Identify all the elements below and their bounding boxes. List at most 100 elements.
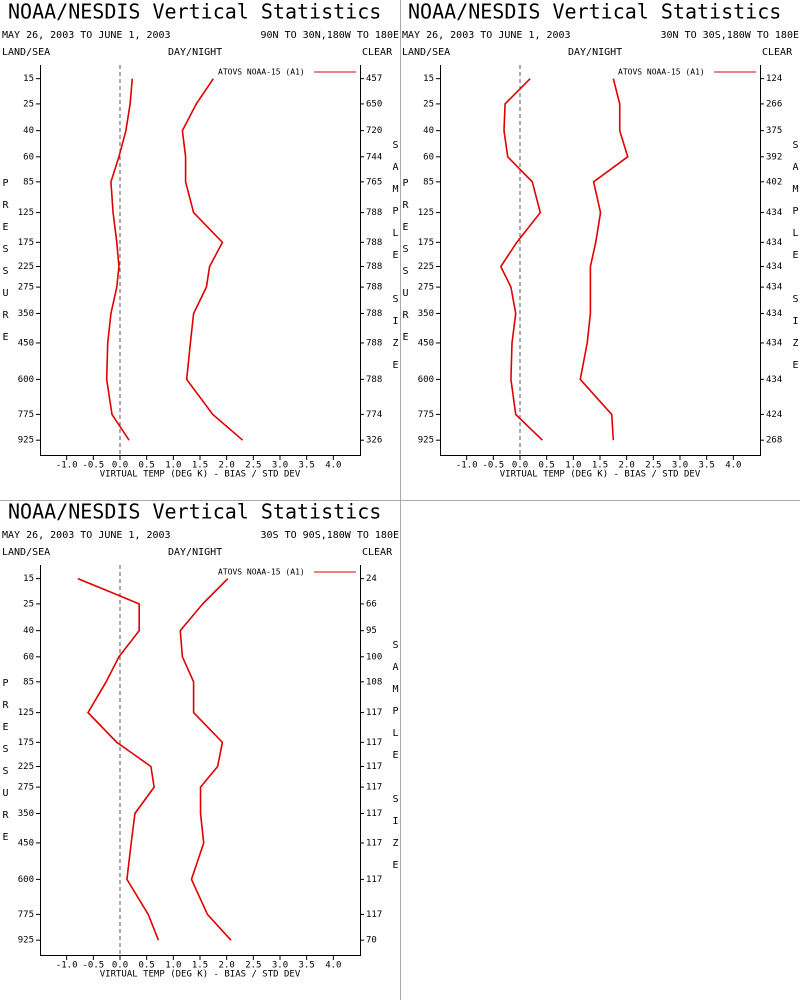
y-tick-label: 60 [23,652,34,662]
y-tick-label: 925 [18,936,34,946]
y-tick-label: 15 [23,74,34,84]
x-tick-label: 3.0 [672,461,688,471]
x-tick-label: -1.0 [56,961,78,971]
sample-size-label: 117 [366,910,382,920]
y-tick-label: 600 [18,375,34,385]
y-tick-label: 350 [18,809,34,819]
chart-subtitle: MAY 26, 2003 TO JUNE 1, 2003 [2,30,171,41]
y-tick-label: 275 [18,283,34,293]
x-tick-label: 0.5 [139,961,155,971]
y-tick-label: 600 [418,375,434,385]
y-tick-label: 175 [18,738,34,748]
sample-size-label: 124 [766,74,782,84]
y-tick-label: 125 [18,708,34,718]
x-tick-label: 4.0 [325,961,341,971]
sample-size-label: 100 [366,652,382,662]
y-tick-label: 15 [423,74,434,84]
chart-title: NOAA/NESDIS Vertical Statistics [408,0,781,24]
y-tick-label: 125 [18,208,34,218]
panel: NOAA/NESDIS Vertical Statistics MAY 26, 2… [400,0,800,480]
sample-size-label: 117 [366,809,382,819]
sample-size-label: 117 [366,875,382,885]
panel: NOAA/NESDIS Vertical Statistics MAY 26, 2… [0,500,401,980]
x-tick-label: 2.0 [619,461,635,471]
land-sea-label: LAND/SEA [402,47,450,58]
x-tick-label: 0.0 [512,461,528,471]
series-line [181,78,244,441]
y-tick-label: 85 [23,177,34,187]
x-tick-label: -0.5 [482,461,504,471]
sample-size-label: 744 [366,152,382,162]
y-tick-label: 85 [423,177,434,187]
y-tick-label: 25 [23,599,34,609]
y2-axis-label: SAMPLE SIZE [390,140,401,382]
x-tick-label: 0.0 [112,961,128,971]
x-tick-label: 2.5 [645,461,661,471]
x-tick-label: 0.5 [539,461,555,471]
x-tick-label: 4.0 [325,461,341,471]
y-tick-label: 225 [18,262,34,272]
sample-size-label: 434 [766,238,782,248]
sample-size-label: 70 [366,936,377,946]
series-line [579,78,629,441]
y-axis-label: PRESSURE [400,178,411,354]
y-tick-label: 15 [23,574,34,584]
series-line [499,78,543,441]
sample-size-label: 326 [366,436,382,446]
y-tick-label: 25 [23,99,34,109]
chart-title: NOAA/NESDIS Vertical Statistics [8,500,381,524]
sample-size-label: 774 [366,410,382,420]
sample-size-label: 24 [366,574,377,584]
y-tick-label: 60 [23,152,34,162]
y-tick-label: 775 [18,410,34,420]
sample-size-label: 434 [766,208,782,218]
x-tick-label: 2.5 [245,461,261,471]
y-tick-label: 40 [23,126,34,136]
y-tick-label: 40 [23,626,34,636]
legend-label: ATOVS NOAA-15 (A1) [618,68,705,77]
y-tick-label: 775 [418,410,434,420]
sample-size-label: 434 [766,283,782,293]
x-tick-label: 0.5 [139,461,155,471]
x-tick-label: 2.5 [245,961,261,971]
sample-size-label: 117 [366,738,382,748]
x-tick-label: -0.5 [82,961,104,971]
x-tick-label: 3.0 [272,961,288,971]
sample-size-label: 117 [366,783,382,793]
day-night-label: DAY/NIGHT [168,547,222,558]
x-tick-label: -1.0 [456,461,478,471]
sample-size-label: 788 [366,309,382,319]
day-night-label: DAY/NIGHT [568,47,622,58]
x-tick-label: -1.0 [56,461,78,471]
sample-size-label: 434 [766,309,782,319]
x-tick-label: 1.0 [165,461,181,471]
y-tick-label: 85 [23,677,34,687]
y-tick-label: 450 [18,838,34,848]
y-tick-label: 175 [418,238,434,248]
x-tick-label: 2.0 [219,961,235,971]
x-axis-label: VIRTUAL TEMP (DEG K) - BIAS / STD DEV [100,470,301,480]
sample-size-label: 117 [366,762,382,772]
x-tick-label: 3.5 [699,461,715,471]
legend-label: ATOVS NOAA-15 (A1) [218,568,305,577]
region-label: 90N TO 30N,180W TO 180E [261,30,399,41]
x-tick-label: -0.5 [82,461,104,471]
y-tick-label: 40 [423,126,434,136]
sample-size-label: 434 [766,262,782,272]
chart-subtitle: MAY 26, 2003 TO JUNE 1, 2003 [402,30,571,41]
panel: NOAA/NESDIS Vertical Statistics MAY 26, 2… [0,0,401,480]
y-tick-label: 25 [423,99,434,109]
y-tick-label: 125 [418,208,434,218]
y-tick-label: 175 [18,238,34,248]
region-label: 30S TO 90S,180W TO 180E [261,530,399,541]
day-night-label: DAY/NIGHT [168,47,222,58]
sample-size-label: 434 [766,375,782,385]
x-tick-label: 3.0 [272,461,288,471]
x-tick-label: 3.5 [299,461,315,471]
y-tick-label: 600 [18,875,34,885]
clear-label: CLEAR [362,547,393,558]
y-tick-label: 60 [423,152,434,162]
sample-size-label: 788 [366,283,382,293]
